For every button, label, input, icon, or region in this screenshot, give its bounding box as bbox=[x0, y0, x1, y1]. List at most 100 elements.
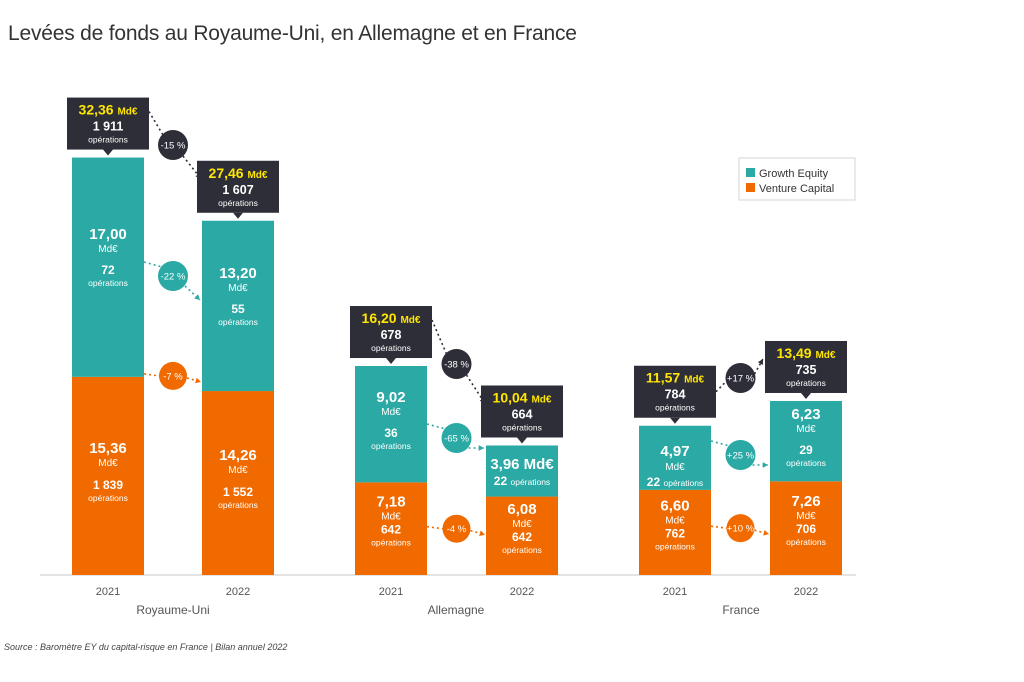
total-callout-box bbox=[765, 340, 847, 393]
change-total-lead bbox=[431, 319, 448, 355]
growth-ops-count: 36 bbox=[384, 426, 398, 440]
total-ops-count: 678 bbox=[381, 328, 402, 342]
growth-ops-unit: opérations bbox=[371, 441, 411, 451]
change-growth-bubble-circle bbox=[158, 261, 188, 291]
change-total-arrow-head bbox=[479, 397, 485, 404]
total-unit: Md€ bbox=[684, 375, 704, 386]
venture-unit-label: Md€ bbox=[512, 519, 532, 530]
venture-ops-unit: opérations bbox=[88, 493, 128, 503]
total-callout-pointer bbox=[517, 437, 527, 444]
total-ops-unit: opérations bbox=[655, 403, 695, 413]
venture-ops-unit: opérations bbox=[655, 541, 695, 551]
venture-ops-unit: opérations bbox=[371, 538, 411, 548]
total-value: 16,20 bbox=[362, 310, 401, 326]
total-value-label: 11,57 Md€ bbox=[646, 370, 705, 386]
total-ops-count: 1 607 bbox=[222, 183, 253, 197]
total-unit: Md€ bbox=[247, 170, 267, 181]
bar-growth-France-2022 bbox=[770, 400, 842, 482]
change-growth-arrow-line bbox=[184, 285, 201, 301]
bar-growth-Allemagne-2022 bbox=[486, 445, 558, 497]
total-callout-box bbox=[197, 160, 279, 213]
growth-ops-unit: opérations bbox=[786, 458, 826, 468]
bar-venture-Allemagne-2022 bbox=[486, 496, 558, 575]
venture-unit-label: Md€ bbox=[796, 511, 816, 522]
venture-unit-label: Md€ bbox=[98, 458, 118, 469]
total-value: 11,57 bbox=[646, 370, 684, 386]
total-value-label: 32,36 Md€ bbox=[79, 102, 138, 118]
venture-ops-count: 1 839 bbox=[93, 478, 123, 492]
change-venture-arrow-head bbox=[763, 529, 769, 536]
total-callout-pointer bbox=[233, 212, 243, 219]
venture-ops-unit: opérations bbox=[218, 500, 258, 510]
growth-ops-unit: opérations bbox=[510, 477, 550, 487]
bar-venture-Royaume-Uni-2022 bbox=[202, 391, 274, 575]
year-tick-label: 2021 bbox=[663, 586, 687, 598]
year-tick-label: 2021 bbox=[96, 586, 120, 598]
legend-label-venture: Venture Capital bbox=[759, 183, 834, 195]
total-value-label: 16,20 Md€ bbox=[362, 310, 421, 326]
year-tick-label: 2022 bbox=[794, 586, 818, 598]
total-ops-count: 1 911 bbox=[93, 120, 124, 134]
total-unit: Md€ bbox=[815, 350, 835, 361]
legend-box bbox=[738, 157, 856, 201]
growth-ops-unit: opérations bbox=[663, 478, 703, 488]
total-value-label: 27,46 Md€ bbox=[209, 165, 268, 181]
change-total-lead bbox=[715, 380, 728, 393]
growth-ops-unit: opérations bbox=[88, 278, 128, 288]
growth-ops-label: 22 opérations bbox=[647, 475, 703, 489]
total-callout-box bbox=[634, 365, 716, 418]
bar-growth-Royaume-Uni-2021 bbox=[72, 157, 144, 377]
change-growth-lead bbox=[143, 261, 163, 268]
change-total-bubble-label: -15 % bbox=[161, 141, 186, 152]
bar-venture-Allemagne-2021 bbox=[355, 482, 427, 575]
total-value-label: 13,49 Md€ bbox=[777, 345, 836, 361]
growth-value-label: 6,23 bbox=[791, 406, 820, 423]
change-growth-arrow-head bbox=[478, 445, 484, 451]
bar-growth-Allemagne-2021 bbox=[355, 366, 427, 483]
growth-unit-label: Md€ bbox=[796, 424, 816, 435]
change-venture-bubble-circle bbox=[726, 514, 755, 543]
change-total-bubble-circle bbox=[441, 349, 472, 379]
total-ops-count: 784 bbox=[665, 388, 686, 402]
change-total-bubble-circle bbox=[725, 363, 756, 393]
total-unit: Md€ bbox=[531, 394, 551, 405]
total-value: 32,36 bbox=[79, 102, 118, 118]
growth-value-label: 17,00 bbox=[89, 226, 127, 243]
country-label: France bbox=[722, 603, 760, 617]
venture-ops-count: 1 552 bbox=[223, 485, 253, 499]
change-growth-bubble-label: -22 % bbox=[161, 272, 186, 283]
total-value: 27,46 bbox=[209, 165, 248, 181]
venture-value-label: 6,08 bbox=[507, 501, 536, 518]
growth-ops-label: 22 opérations bbox=[494, 474, 550, 488]
total-callout-box bbox=[481, 385, 563, 438]
total-callout-box bbox=[67, 97, 149, 150]
total-callout-pointer bbox=[386, 358, 396, 365]
growth-ops-unit: opérations bbox=[218, 317, 258, 327]
venture-value-label: 14,26 bbox=[219, 447, 257, 464]
change-total-lead bbox=[148, 111, 164, 136]
venture-ops-count: 642 bbox=[512, 530, 532, 544]
growth-ops-count: 29 bbox=[799, 443, 813, 457]
year-tick-label: 2021 bbox=[379, 586, 403, 598]
change-venture-bubble-label: -4 % bbox=[447, 524, 467, 535]
total-value: 10,04 bbox=[493, 389, 532, 405]
country-label: Royaume-Uni bbox=[136, 603, 209, 617]
source-note: Source : Baromètre EY du capital-risque … bbox=[4, 642, 288, 652]
growth-ops-count: 72 bbox=[101, 263, 115, 277]
legend-swatch-growth bbox=[746, 168, 755, 177]
bar-growth-France-2021 bbox=[639, 425, 711, 490]
venture-ops-unit: opérations bbox=[786, 537, 826, 547]
change-total-bubble-label: +17 % bbox=[727, 374, 755, 385]
total-callout-pointer bbox=[670, 417, 680, 424]
change-growth-lead bbox=[710, 440, 730, 447]
change-venture-bubble-circle bbox=[159, 361, 187, 390]
venture-unit-label: Md€ bbox=[228, 465, 248, 476]
total-ops-unit: opérations bbox=[502, 422, 542, 432]
bar-venture-Royaume-Uni-2021 bbox=[72, 376, 144, 575]
total-unit: Md€ bbox=[117, 107, 137, 118]
change-venture-bubble-circle bbox=[442, 514, 471, 543]
country-label: Allemagne bbox=[428, 603, 485, 617]
bar-growth-Royaume-Uni-2022 bbox=[202, 220, 274, 392]
venture-value-label: 6,60 bbox=[660, 497, 689, 514]
